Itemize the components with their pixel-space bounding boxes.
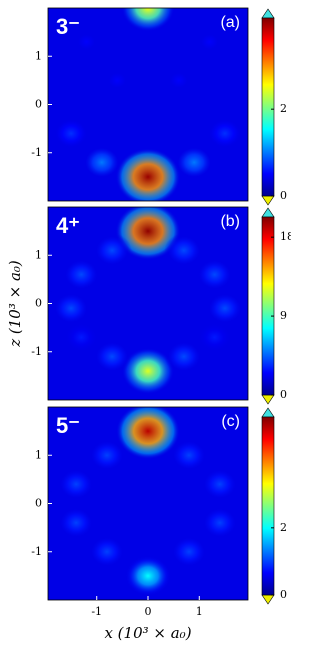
density-peak xyxy=(191,25,228,59)
density-peak xyxy=(121,348,175,395)
density-peak xyxy=(92,233,132,268)
density-peak xyxy=(87,438,127,473)
y-tick-label: 0 xyxy=(35,98,42,111)
colorbar-extend-min xyxy=(261,594,275,605)
density-peak xyxy=(92,339,132,374)
panel-tag: (a) xyxy=(220,14,240,31)
colorbar-tick-label: 9 xyxy=(280,309,287,322)
density-peak xyxy=(98,64,136,97)
density-peak xyxy=(195,257,235,292)
panel-tag: (c) xyxy=(221,413,240,430)
density-peak xyxy=(200,505,240,541)
colorbar-extend-max xyxy=(261,207,275,218)
density-peak xyxy=(51,116,91,151)
colorbar-extend-max xyxy=(261,407,275,418)
density-peak xyxy=(87,534,127,569)
density-peak xyxy=(61,257,101,292)
y-tick-label: 1 xyxy=(35,448,42,461)
density-peak xyxy=(164,339,204,374)
density-peak xyxy=(81,144,123,181)
y-tick-label: 1 xyxy=(35,248,42,261)
density-peak xyxy=(115,207,181,260)
density-peak xyxy=(169,534,209,569)
colorbar-extend-min xyxy=(261,394,275,405)
x-tick-label: 0 xyxy=(145,605,152,618)
plot-area xyxy=(48,207,248,400)
y-tick-label: -1 xyxy=(31,146,42,159)
colorbar-tick-label: 18 xyxy=(280,230,291,243)
y-axis-label: z (10³ × a₀) xyxy=(6,260,24,348)
density-peak xyxy=(173,144,215,181)
density-peak xyxy=(115,148,181,201)
density-peak xyxy=(68,25,105,59)
y-tick-label: 0 xyxy=(35,497,42,510)
x-tick-label: 1 xyxy=(196,605,203,618)
plot-area xyxy=(48,407,248,600)
density-peak xyxy=(164,233,204,268)
colorbar-tick-label: 2 xyxy=(280,102,287,115)
density-peak xyxy=(121,8,175,32)
density-peak xyxy=(205,116,245,151)
y-tick-label: 0 xyxy=(35,297,42,310)
x-axis-label: x (10³ × a₀) xyxy=(104,624,191,642)
plot-area xyxy=(48,8,248,201)
density-peak xyxy=(195,320,234,354)
colorbar-tick-label: 0 xyxy=(280,189,287,202)
density-peak xyxy=(205,290,245,326)
panel-label: 3⁻ xyxy=(56,14,80,39)
density-peak xyxy=(116,407,180,460)
colorbar xyxy=(261,216,275,396)
y-tick-label: -1 xyxy=(31,545,42,558)
colorbar-tick-label: 2 xyxy=(280,521,287,534)
density-peak xyxy=(56,505,96,541)
colorbar-tick-label: 0 xyxy=(280,388,287,401)
panel-label: 5⁻ xyxy=(56,413,80,438)
colorbar-tick-label: 0 xyxy=(280,588,287,601)
y-tick-label: -1 xyxy=(31,345,42,358)
colorbar-extend-max xyxy=(261,8,275,19)
panel-tag: (b) xyxy=(220,213,240,230)
density-peak xyxy=(62,320,101,354)
figure: 3⁻ (a) -1 0 1 0 2 4⁺ (b) -1 0 1 z (10³ × a₀) 0 9 18 5⁻ (c… xyxy=(6,7,291,642)
density-peak xyxy=(200,466,240,502)
panel-label: 4⁺ xyxy=(56,213,80,238)
colorbar xyxy=(261,416,275,596)
density-peak xyxy=(169,438,209,473)
density-peak xyxy=(125,555,171,596)
density-peak xyxy=(51,290,91,326)
x-tick-label: -1 xyxy=(91,605,102,618)
density-peak xyxy=(160,64,198,97)
y-tick-label: 1 xyxy=(35,49,42,62)
colorbar xyxy=(261,17,275,197)
density-peak xyxy=(56,466,96,502)
colorbar-extend-min xyxy=(261,195,275,206)
